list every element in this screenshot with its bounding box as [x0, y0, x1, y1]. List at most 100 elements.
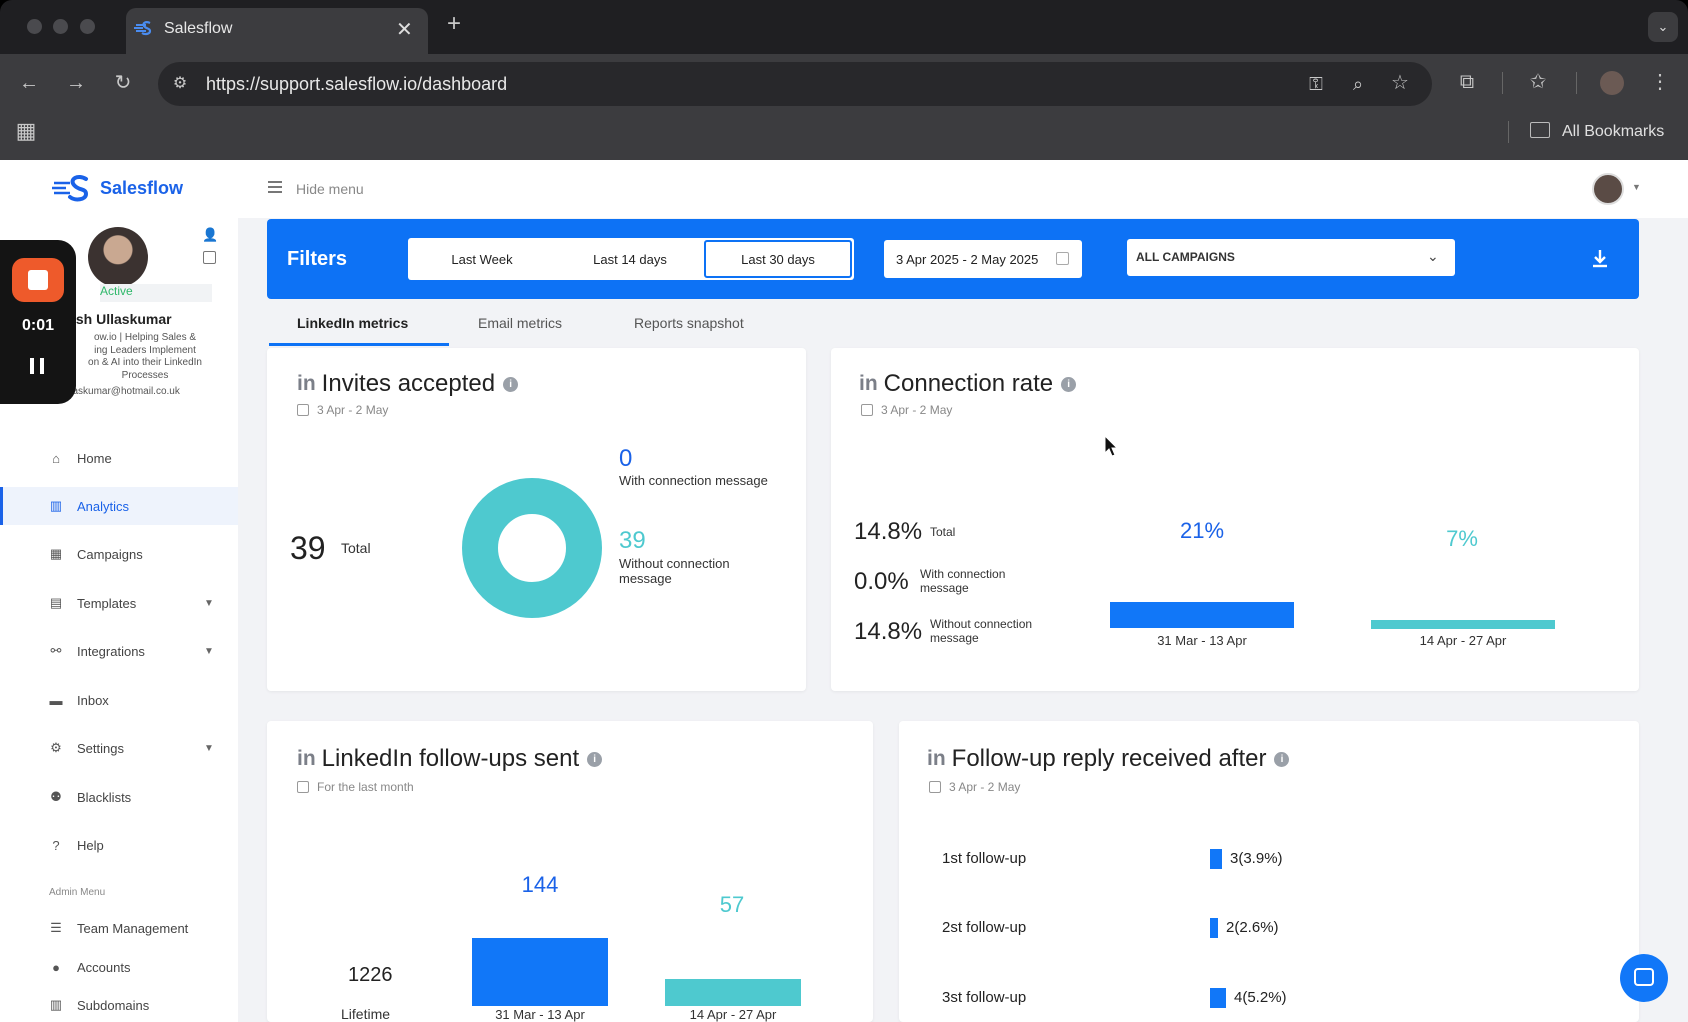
- home-icon: ⌂: [52, 450, 60, 466]
- url-text[interactable]: https://support.salesflow.io/dashboard: [206, 74, 508, 94]
- grid-icon: ▦: [49, 546, 63, 561]
- profile-name: ish Ullaskumar: [72, 311, 172, 327]
- followups-bar-1: [472, 938, 608, 1006]
- reply-row-1-label: 1st follow-up: [942, 850, 1027, 867]
- segment-last-30-days[interactable]: Last 30 days: [704, 240, 852, 278]
- reply-received-card: [899, 721, 1639, 1022]
- reload-icon[interactable]: ↻: [114, 72, 132, 94]
- window-close-button[interactable]: [27, 19, 42, 34]
- info-icon[interactable]: i: [587, 751, 603, 767]
- campaign-select[interactable]: ALL CAMPAIGNS ⌄: [1127, 239, 1455, 276]
- help-icon: ?: [52, 837, 60, 853]
- date-range-picker[interactable]: 3 Apr 2025 - 2 May 2025: [884, 240, 1082, 278]
- filters-title: Filters: [287, 248, 348, 270]
- sidebar-item-inbox[interactable]: ▬ Inbox: [49, 692, 109, 708]
- bookmark-star-icon[interactable]: ☆: [1391, 72, 1409, 94]
- avatar-caret-icon[interactable]: ▼: [1632, 182, 1641, 192]
- sidebar-item-templates[interactable]: ▤ Templates ▼: [49, 595, 214, 611]
- sidebar-item-accounts[interactable]: ● Accounts: [0, 948, 238, 986]
- reply-row-3-value: 4(5.2%): [1234, 989, 1287, 1006]
- followups-bar-2-value: 57: [719, 892, 745, 917]
- new-tab-icon[interactable]: +: [446, 10, 461, 37]
- menu-kebab-icon[interactable]: ⋮: [1650, 71, 1670, 93]
- segment-last-week[interactable]: Last Week: [412, 240, 552, 278]
- all-bookmarks-link[interactable]: All Bookmarks: [1562, 123, 1665, 140]
- tab-close-icon[interactable]: ✕: [396, 19, 413, 41]
- user-avatar[interactable]: [1592, 173, 1624, 205]
- invites-without-label: Without connection message: [619, 556, 730, 586]
- switch-user-icon[interactable]: 👤: [202, 227, 219, 242]
- followups-sent-title: in LinkedIn follow-ups sent i: [297, 745, 603, 773]
- connection-rate-title: in Connection rate i: [859, 370, 1077, 398]
- sidebar-item-campaigns[interactable]: ▦ Campaigns: [49, 546, 143, 562]
- conn-with-label: With connection message: [920, 567, 1006, 595]
- followups-bar-2: [665, 979, 801, 1006]
- sidebar-item-analytics[interactable]: ▥ Analytics: [0, 487, 238, 525]
- hamburger-icon[interactable]: [268, 181, 282, 193]
- address-bar[interactable]: ⚙ https://support.salesflow.io/dashboard…: [158, 62, 1432, 106]
- sidebar-item-blacklists[interactable]: ⚉ Blacklists: [0, 778, 238, 816]
- profile-avatar-icon[interactable]: [1600, 71, 1624, 95]
- sidebar-item-home[interactable]: ⌂ Home: [0, 439, 238, 477]
- conn-bar-2: [1371, 620, 1555, 629]
- window-minimize-button[interactable]: [53, 19, 68, 34]
- conn-without-label: Without connection message: [930, 617, 1033, 645]
- password-key-icon[interactable]: ⚿: [1309, 74, 1323, 94]
- sidebar-item-integrations[interactable]: ⚯ Integrations ▼: [0, 632, 238, 670]
- invites-total-label: Total: [341, 540, 371, 556]
- info-icon[interactable]: i: [1061, 376, 1077, 392]
- calendar-icon: [297, 404, 309, 416]
- conn-bar-1: [1110, 602, 1294, 628]
- sidebar-item-subdomains[interactable]: ▥ Subdomains: [49, 997, 150, 1013]
- followups-bar-1-value: 144: [521, 872, 559, 897]
- connection-rate-date: 3 Apr - 2 May: [861, 403, 952, 417]
- sidebar-item-settings[interactable]: ⚙ Settings ▼: [0, 729, 238, 767]
- invites-with-value: 0: [619, 445, 633, 472]
- browser-tab[interactable]: Salesflow ✕: [126, 8, 428, 54]
- window-maximize-button[interactable]: [80, 19, 95, 34]
- info-icon[interactable]: i: [1274, 751, 1290, 767]
- reading-list-icon[interactable]: ✩: [1529, 71, 1547, 93]
- sidebar-item-team-management[interactable]: ☰ Team Management: [0, 909, 238, 947]
- recording-timer: 0:01: [21, 317, 55, 334]
- calendar-icon: [1056, 252, 1069, 265]
- conn-bar-2-label: 14 Apr - 27 Apr: [1419, 633, 1507, 648]
- pause-icon[interactable]: [30, 358, 34, 374]
- conn-with-value: 0.0%: [854, 568, 909, 595]
- download-icon[interactable]: [1592, 250, 1608, 268]
- extensions-icon[interactable]: ⧉: [1459, 71, 1475, 93]
- back-icon[interactable]: ←: [19, 72, 39, 94]
- info-icon[interactable]: i: [503, 376, 519, 392]
- reply-row-2-label: 2st follow-up: [942, 919, 1027, 936]
- tab-reports-snapshot[interactable]: Reports snapshot: [634, 315, 744, 331]
- chevron-down-icon: ▼: [204, 742, 214, 754]
- forward-icon[interactable]: →: [66, 72, 86, 94]
- tab-title: Salesflow: [164, 20, 233, 37]
- calendar-icon: [861, 404, 873, 416]
- profile-card-icon[interactable]: [203, 251, 216, 264]
- sidebar-item-help[interactable]: ? Help: [0, 826, 238, 864]
- stop-recording-button[interactable]: [12, 258, 64, 302]
- tab-email-metrics[interactable]: Email metrics: [478, 315, 563, 331]
- toolbar-divider: [1502, 72, 1503, 94]
- invites-without-value: 39: [619, 527, 646, 554]
- salesflow-logo-icon: [52, 174, 89, 202]
- invites-with-label: With connection message: [619, 473, 768, 488]
- chevron-down-icon: ▼: [204, 645, 214, 657]
- mouse-cursor-icon: [1104, 435, 1118, 457]
- zoom-icon[interactable]: ⌕: [1352, 74, 1364, 94]
- toolbar-divider: [1576, 72, 1577, 94]
- tab-search-chevron-icon[interactable]: ⌄: [1648, 12, 1678, 42]
- active-tab-indicator: [269, 343, 449, 346]
- site-settings-icon[interactable]: ⚙: [172, 75, 188, 92]
- apps-grid-icon[interactable]: ▦: [15, 118, 37, 143]
- screen-recorder-widget: 0:01: [0, 240, 76, 404]
- segment-last-14-days[interactable]: Last 14 days: [556, 240, 704, 278]
- building-icon: ▥: [49, 997, 63, 1012]
- chevron-down-icon: ▼: [204, 597, 214, 609]
- folder-icon: [1530, 122, 1550, 138]
- chat-launcher-button[interactable]: [1620, 954, 1668, 1002]
- hide-menu-button[interactable]: Hide menu: [296, 181, 364, 197]
- salesflow-logo[interactable]: Salesflow: [52, 173, 183, 203]
- tab-linkedin-metrics[interactable]: LinkedIn metrics: [297, 315, 409, 331]
